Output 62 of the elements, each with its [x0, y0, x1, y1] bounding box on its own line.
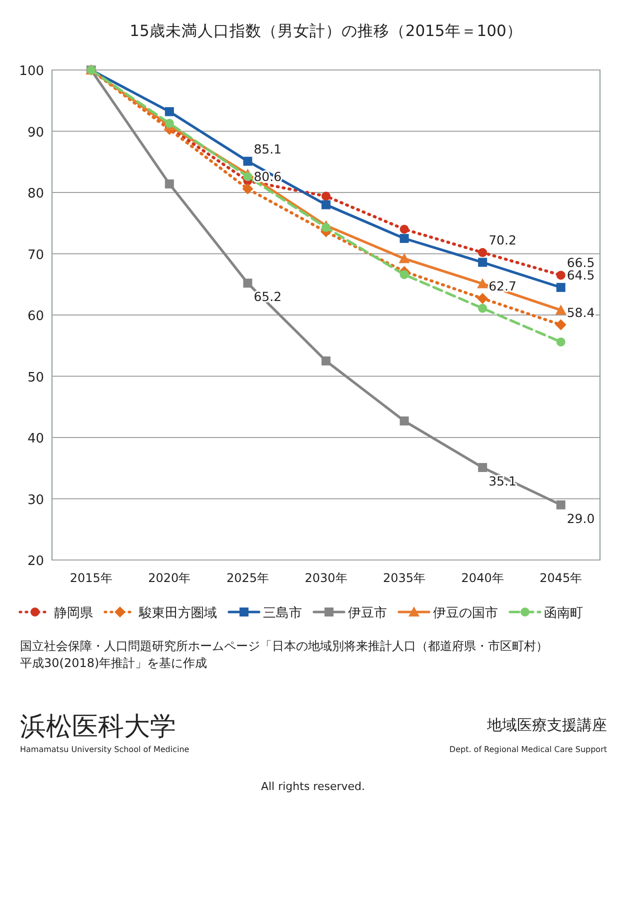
text: All rights reserved.: [260, 780, 366, 793]
text: 浜松医科大学: [20, 712, 176, 742]
point: [322, 356, 330, 366]
point: [164, 107, 174, 116]
legend-label: 伊豆の国市: [433, 606, 498, 621]
point: [556, 500, 566, 510]
point: [322, 192, 330, 201]
point: [556, 270, 566, 280]
point: [243, 156, 252, 166]
point: [322, 200, 330, 210]
y-tick-label: 90: [27, 125, 44, 140]
point: [400, 224, 409, 234]
point: [243, 172, 252, 182]
x-tick-label: 2020年: [148, 571, 191, 585]
point: [243, 278, 252, 288]
chart-title: 15歳未満人口指数（男女計）の推移（2015年＝100）: [130, 22, 522, 40]
x-tick-label: 2045年: [540, 571, 582, 585]
x-tick-label: 2030年: [304, 571, 348, 585]
point: [556, 337, 566, 346]
point: [400, 416, 409, 426]
text: Hamamatsu University School of Medicine: [20, 745, 190, 754]
legend-label: 静岡県: [54, 606, 93, 621]
y-tick-label: 100: [19, 64, 44, 79]
x-tick-label: 2040年: [461, 571, 504, 585]
point: [478, 258, 488, 267]
data-label: 29.0: [566, 510, 595, 526]
point: [400, 234, 409, 243]
y-tick-label: 70: [27, 248, 44, 263]
point: [556, 282, 566, 292]
point: [478, 304, 488, 313]
legend-label: 駿東田方圏域: [138, 605, 217, 621]
y-tick-label: 50: [27, 370, 44, 386]
y-tick-label: 60: [27, 309, 44, 324]
x-tick-label: 2025年: [226, 571, 269, 585]
point: [477, 278, 488, 288]
x-tick-label: 2015年: [70, 571, 112, 585]
legend-label: 伊豆市: [348, 606, 387, 621]
data-label: 70.2: [488, 232, 516, 248]
point: [477, 292, 488, 304]
text: Dept. of Regional Medical Care Support: [449, 745, 607, 754]
y-tick-label: 80: [27, 186, 44, 202]
data-label: 58.4: [566, 304, 595, 320]
point: [242, 183, 254, 194]
y-tick-label: 20: [27, 554, 44, 569]
point: [478, 463, 488, 472]
y-tick-label: 40: [27, 432, 44, 446]
data-label: 85.1: [254, 141, 282, 156]
legend-label: 三島市: [263, 606, 302, 621]
point: [322, 222, 330, 232]
text: 地域医療支援講座: [486, 716, 607, 734]
point: [555, 304, 566, 315]
legend-label: 函南町: [544, 606, 583, 621]
data-label: 62.7: [488, 278, 516, 294]
point: [400, 270, 409, 280]
point: [398, 253, 410, 264]
point: [555, 319, 566, 330]
point: [164, 179, 174, 188]
y-tick-label: 30: [27, 492, 44, 508]
x-tick-label: 2035年: [383, 571, 426, 585]
point: [164, 118, 174, 128]
text: 国立社会保障・人口問題研究所ホームページ「日本の地域別将来推計人口（都道府県・市区町村）平成30(2018)年推計」を基に作成: [20, 639, 548, 670]
point: [478, 248, 488, 258]
